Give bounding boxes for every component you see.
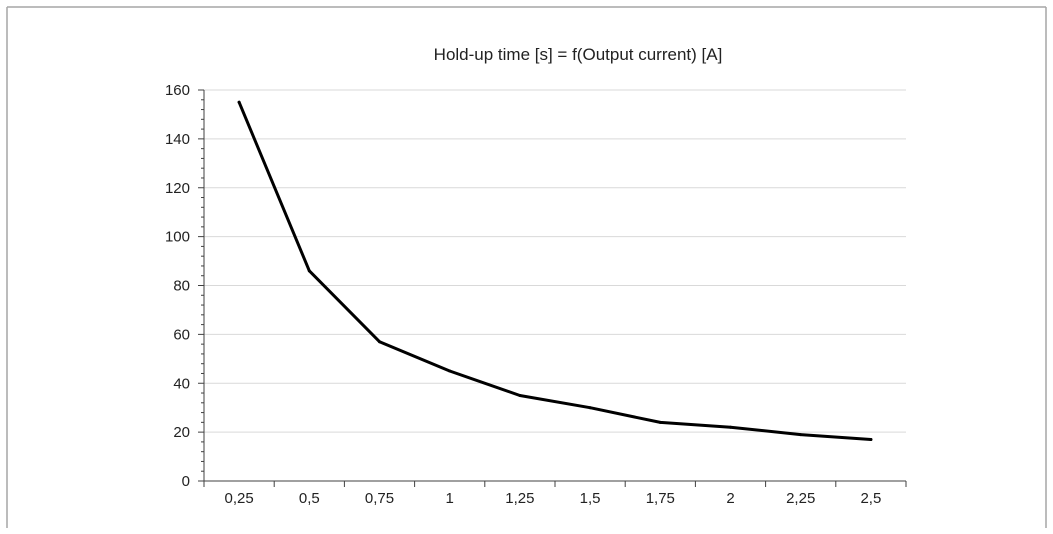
x-tick-label: 1 [446, 490, 454, 507]
series-layer [237, 100, 873, 441]
x-tick-label: 2,25 [786, 490, 815, 507]
y-tick-label: 160 [165, 82, 190, 99]
series-line [237, 100, 873, 441]
x-tick-label: 2 [726, 490, 734, 507]
y-tick-label: 140 [165, 131, 190, 148]
chart-frame-border [6, 6, 1047, 528]
x-tick-label: 2,5 [860, 490, 881, 507]
gridlines [204, 89, 906, 433]
data-point [799, 433, 803, 437]
data-point [729, 425, 732, 429]
x-tick-label: 1,25 [505, 490, 534, 507]
data-point [658, 420, 662, 424]
y-axis-ticks: 0 20 40 60 80 100 120 140 160 [165, 82, 204, 490]
data-point [378, 340, 381, 344]
x-axis-ticks: 0,25 0,5 0,75 1 1,25 1,5 1,75 2 2,25 2,5 [203, 481, 907, 507]
x-tick-label: 1,75 [646, 490, 675, 507]
chart-title: Hold-up time [s] = f(Output current) [A] [434, 45, 723, 64]
y-tick-label: 80 [173, 278, 190, 295]
data-point [237, 100, 241, 104]
x-tick-label: 0,75 [365, 490, 394, 507]
x-tick-label: 0,5 [299, 490, 320, 507]
x-tick-label: 1,5 [580, 490, 601, 507]
y-tick-label: 0 [182, 473, 190, 490]
y-tick-label: 120 [165, 180, 190, 197]
data-point [307, 269, 311, 273]
y-tick-label: 40 [173, 375, 190, 392]
y-tick-label: 60 [173, 326, 190, 343]
data-point [869, 437, 873, 441]
y-tick-label: 100 [165, 229, 190, 246]
y-tick-label: 20 [173, 424, 190, 441]
data-point [588, 406, 592, 410]
data-point [448, 369, 452, 373]
x-tick-label: 0,25 [224, 490, 253, 507]
data-point [518, 393, 522, 397]
